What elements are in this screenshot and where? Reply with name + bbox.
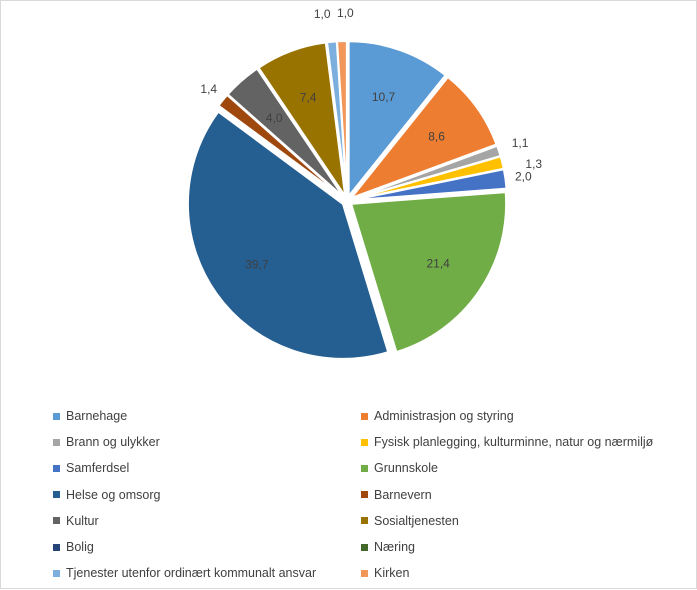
legend-swatch: [53, 543, 60, 551]
legend-swatch: [361, 543, 368, 551]
legend-item: Tjenester utenfor ordinært kommunalt ans…: [53, 560, 361, 586]
legend-swatch: [53, 569, 60, 577]
pie-slice-10: [257, 41, 347, 197]
legend-item: Grunnskole: [361, 455, 673, 481]
legend-swatch: [53, 412, 60, 420]
legend-swatch: [53, 517, 60, 525]
legend-label: Barnevern: [374, 487, 432, 502]
pie-slice-6: [349, 191, 508, 354]
slice-data-label: 21,4: [426, 256, 450, 270]
slice-data-label: 1,1: [512, 136, 529, 150]
legend-label: Helse og omsorg: [66, 487, 161, 502]
pie-slice-9: [226, 67, 345, 198]
slice-data-label: 10,7: [372, 90, 396, 104]
slice-data-label: 1,4: [200, 82, 217, 96]
slice-data-label: 4,0: [266, 111, 283, 125]
legend-label: Fysisk planlegging, kulturminne, natur o…: [374, 435, 654, 450]
legend-label: Barnehage: [66, 409, 128, 424]
legend-label: Grunnskole: [374, 461, 438, 476]
legend-label: Administrasjon og styring: [374, 409, 514, 424]
legend-swatch: [361, 517, 368, 525]
pie-slice-14: [336, 40, 348, 197]
legend-item: Barnevern: [361, 482, 673, 508]
legend-swatch: [361, 491, 368, 499]
chart-legend: Barnehage Administrasjon og styring Brann …: [53, 403, 673, 586]
legend-item: Kultur: [53, 508, 361, 534]
legend-swatch: [361, 569, 368, 577]
legend-label: Næring: [374, 540, 415, 555]
slice-data-label: 1,0: [337, 6, 354, 20]
legend-item: Brann og ulykker: [53, 429, 361, 455]
legend-label: Kirken: [374, 566, 410, 581]
pie-slice-5: [351, 168, 508, 202]
legend-label: Samferdsel: [66, 461, 130, 476]
slice-data-label: 39,7: [245, 258, 269, 272]
legend-label: Kultur: [66, 513, 99, 528]
legend-item: Administrasjon og styring: [361, 403, 673, 429]
legend-label: Brann og ulykker: [66, 435, 160, 450]
pie-slice-7: [186, 110, 390, 360]
slice-data-label: 8,6: [428, 129, 445, 143]
legend-item: Sosialtjenesten: [361, 508, 673, 534]
slice-data-label: 7,4: [300, 91, 317, 105]
legend-label: Sosialtjenesten: [374, 513, 459, 528]
legend-item: Næring: [361, 534, 673, 560]
legend-swatch: [361, 412, 368, 420]
legend-item: Bolig: [53, 534, 361, 560]
legend-swatch: [53, 491, 60, 499]
slice-data-label: 1,3: [525, 157, 542, 171]
legend-item: Samferdsel: [53, 455, 361, 481]
pie-slice-1: [347, 40, 447, 200]
legend-swatch: [53, 438, 60, 446]
legend-swatch: [53, 464, 60, 472]
slice-data-label: 2,0: [515, 169, 532, 183]
legend-swatch: [361, 438, 368, 446]
legend-swatch: [361, 464, 368, 472]
legend-label: Bolig: [66, 540, 94, 555]
pie-slice-2: [348, 75, 498, 201]
slice-data-label: 1,0: [314, 7, 331, 21]
legend-item: Helse og omsorg: [53, 482, 361, 508]
legend-label: Tjenester utenfor ordinært kommunalt ans…: [66, 566, 317, 581]
legend-item: Barnehage: [53, 403, 361, 429]
legend-item: Fysisk planlegging, kulturminne, natur o…: [361, 429, 673, 455]
legend-item: Kirken: [361, 560, 673, 586]
